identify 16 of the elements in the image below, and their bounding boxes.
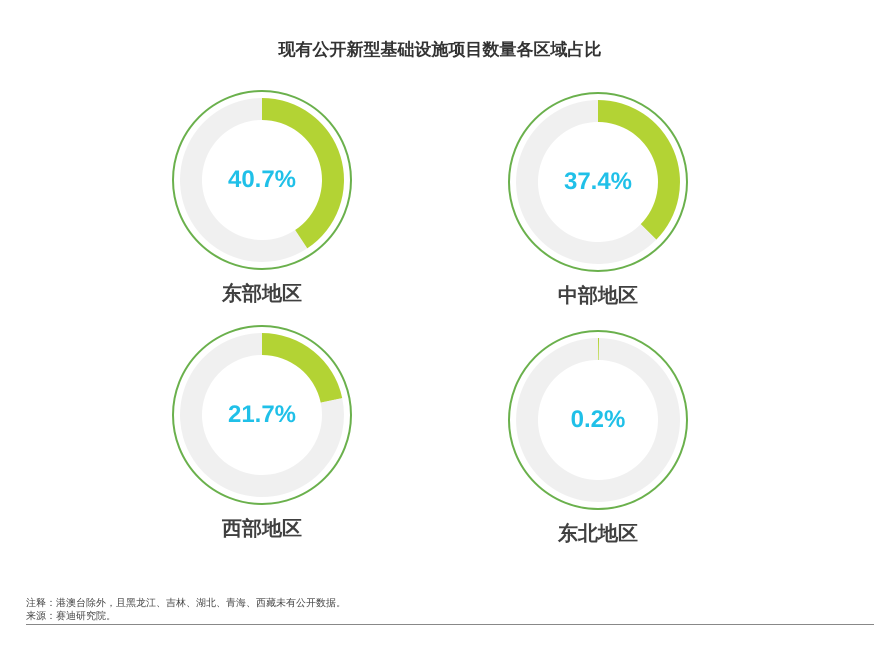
data-label: 37.4% xyxy=(564,168,632,195)
donut-slice xyxy=(262,333,342,403)
text: 注释：港澳台除外，且黑龙江、吉林、湖北、青海、西藏未有公开数据。 xyxy=(26,597,346,610)
source-note: 来源：赛迪研究院。 xyxy=(26,610,117,623)
text: 东北地区 xyxy=(557,522,638,545)
text: 西部地区 xyxy=(221,517,302,540)
text: 东部地区 xyxy=(221,282,302,305)
donut-slice xyxy=(180,98,308,262)
text: 中部地区 xyxy=(558,284,638,307)
data-label: 40.7% xyxy=(228,166,296,193)
donut-slice xyxy=(180,333,344,497)
donut-slice xyxy=(516,338,680,502)
data-label: 21.7% xyxy=(228,401,296,428)
donut-slice xyxy=(516,100,656,264)
text: 现有公开新型基础设施项目数量各区域占比 xyxy=(277,39,602,61)
data-label: 0.2% xyxy=(570,406,626,433)
